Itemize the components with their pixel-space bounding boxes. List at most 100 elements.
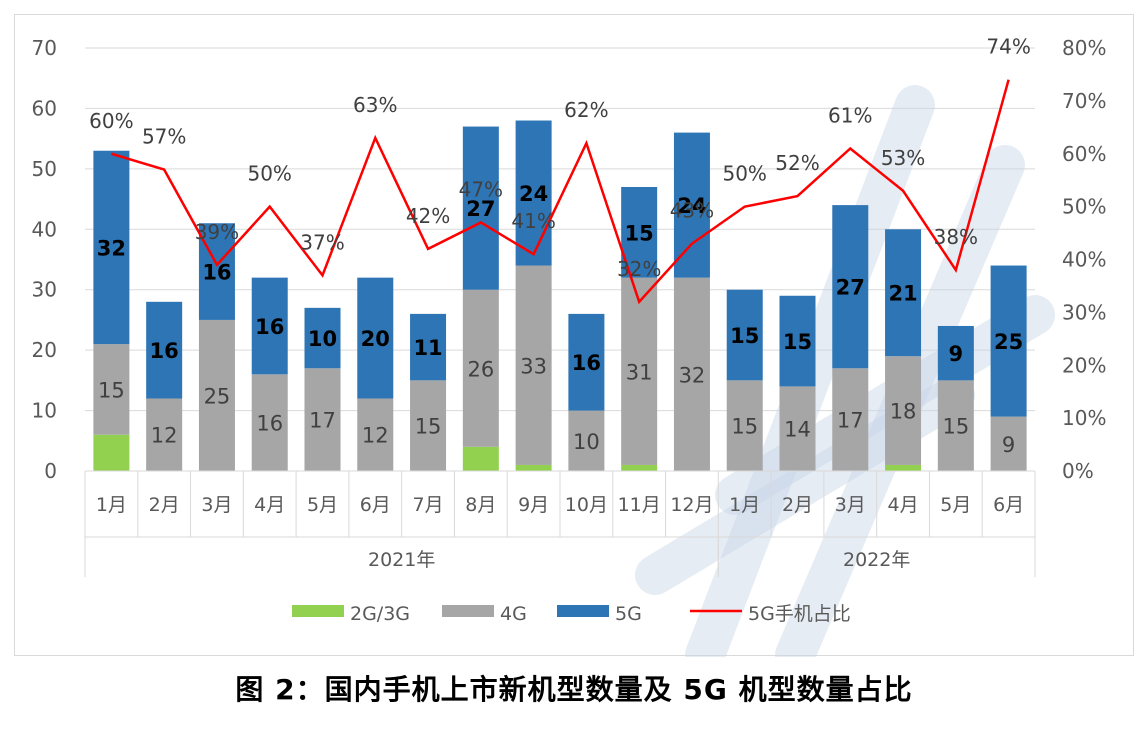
- share-label: 38%: [934, 225, 978, 249]
- bar-5g: [990, 265, 1027, 417]
- bar-label-5g: 9: [949, 342, 964, 366]
- bar-4g: [779, 386, 816, 471]
- share-label: 39%: [195, 220, 239, 244]
- bar-label-4g: 17: [309, 409, 336, 433]
- bar-label-4g: 17: [837, 409, 864, 433]
- bar-5g: [198, 223, 235, 320]
- share-label: 62%: [564, 98, 608, 122]
- bar-label-4g: 14: [784, 418, 811, 442]
- share-label: 41%: [511, 209, 555, 233]
- right-axis-tick: 50%: [1062, 195, 1106, 219]
- bar-4g: [726, 380, 763, 471]
- left-axis-tick: 50: [32, 157, 57, 181]
- bar-label-5g: 10: [308, 327, 337, 351]
- bar-4g: [304, 368, 341, 471]
- bar-5g: [357, 277, 394, 399]
- axes: 0 10 20 30 40 50 60 70 0% 10% 20% 30% 40% 50% 60% 70% 80…: [32, 36, 1106, 577]
- share-label: 47%: [459, 177, 503, 201]
- bar-4g: [462, 289, 499, 447]
- share-label: 53%: [881, 146, 925, 170]
- bar-5g: [462, 126, 499, 290]
- bar-label-4g: 15: [415, 415, 442, 439]
- bar-label-5g: 24: [677, 194, 706, 218]
- bar-2g-3g: [515, 464, 552, 471]
- share-label: 61%: [828, 103, 872, 127]
- right-axis-tick: 70%: [1062, 89, 1106, 113]
- bar-4g: [515, 265, 552, 465]
- bar-4g: [146, 398, 183, 471]
- right-axis-tick: 30%: [1062, 300, 1106, 324]
- share-label: 50%: [247, 162, 291, 186]
- x-tick-label: 6月: [360, 494, 391, 516]
- bar-label-5g: 15: [730, 324, 759, 348]
- bar-2g-3g: [885, 464, 922, 471]
- bar-4g: [832, 368, 869, 471]
- x-tick-label: 5月: [940, 494, 971, 516]
- left-axis-tick: 60: [32, 96, 57, 120]
- bar-label-5g: 27: [836, 276, 865, 300]
- bar-label-5g: 32: [97, 236, 126, 260]
- right-axis-tick: 40%: [1062, 248, 1106, 272]
- bar-label-4g: 10: [573, 430, 600, 454]
- bar-label-4g: 31: [626, 360, 653, 384]
- chart-frame: 15 32 12 16 25 16 16 16 17 10 12 20 15 11 26 27 33 24 10 16…: [14, 14, 1134, 657]
- bars: [93, 120, 1027, 471]
- bar-4g: [885, 356, 922, 465]
- x-tick-label: 5月: [307, 494, 338, 516]
- bar-label-5g: 16: [202, 261, 231, 285]
- bar-4g: [251, 374, 288, 471]
- share-line-path: [111, 79, 1010, 305]
- left-axis-tick: 40: [32, 217, 57, 241]
- bar-4g: [357, 398, 394, 471]
- bar-label-5g: 16: [150, 339, 179, 363]
- bar-2g-3g: [462, 446, 499, 471]
- bar-2g-3g: [93, 434, 130, 471]
- share-label: 52%: [775, 151, 819, 175]
- bar-label-4g: 15: [98, 378, 125, 402]
- bar-label-4g: 26: [467, 357, 494, 381]
- bar-4g: [410, 380, 447, 471]
- left-axis-tick: 20: [32, 338, 57, 362]
- left-axis-tick: 30: [32, 278, 57, 302]
- x-tick-label: 1月: [96, 494, 127, 516]
- bar-4g: [673, 277, 710, 471]
- legend-swatch-4g: [442, 605, 494, 617]
- x-tick-label: 12月: [670, 494, 713, 516]
- right-axis-tick: 0%: [1062, 459, 1094, 483]
- left-axis-tick: 10: [32, 399, 57, 423]
- bar-4g: [990, 416, 1027, 471]
- bar-5g: [146, 301, 183, 399]
- share-label: 63%: [353, 93, 397, 117]
- share-label: 43%: [670, 199, 714, 223]
- bar-5g: [885, 229, 922, 357]
- chart: 15 32 12 16 25 16 16 16 17 10 12 20 15 11 26 27 33 24 10 16…: [32, 35, 1106, 657]
- bar-label-5g: 11: [413, 336, 442, 360]
- x-tick-label: 9月: [518, 494, 549, 516]
- bar-4g: [93, 344, 130, 435]
- share-line: [111, 79, 1010, 305]
- bar-5g: [937, 325, 974, 381]
- x-tick-label: 11月: [618, 494, 661, 516]
- left-axis-tick: 70: [32, 36, 57, 60]
- bar-label-4g: 32: [679, 363, 706, 387]
- bar-label-4g: 25: [204, 384, 231, 408]
- share-label: 37%: [300, 230, 344, 254]
- bar-label-5g: 15: [783, 330, 812, 354]
- bar-label-5g: 25: [994, 330, 1023, 354]
- bar-label-4g: 33: [520, 354, 547, 378]
- share-label: 50%: [722, 162, 766, 186]
- bar-label-4g: 12: [151, 424, 178, 448]
- year-group-label: 2022年: [843, 549, 910, 571]
- bar-2g-3g: [621, 464, 658, 471]
- right-axis-tick: 20%: [1062, 353, 1106, 377]
- right-axis-tick: 80%: [1062, 36, 1106, 60]
- x-tick-label: 10月: [565, 494, 608, 516]
- bar-label-5g: 24: [519, 182, 548, 206]
- bar-5g: [93, 150, 130, 345]
- right-axis-tick: 60%: [1062, 142, 1106, 166]
- figure-caption: 图 2：国内手机上市新机型数量及 5G 机型数量占比: [235, 673, 913, 706]
- bar-label-5g: 27: [466, 197, 495, 221]
- bar-label-5g: 21: [888, 282, 917, 306]
- bar-label-5g: 16: [255, 315, 284, 339]
- share-label: 57%: [142, 125, 186, 149]
